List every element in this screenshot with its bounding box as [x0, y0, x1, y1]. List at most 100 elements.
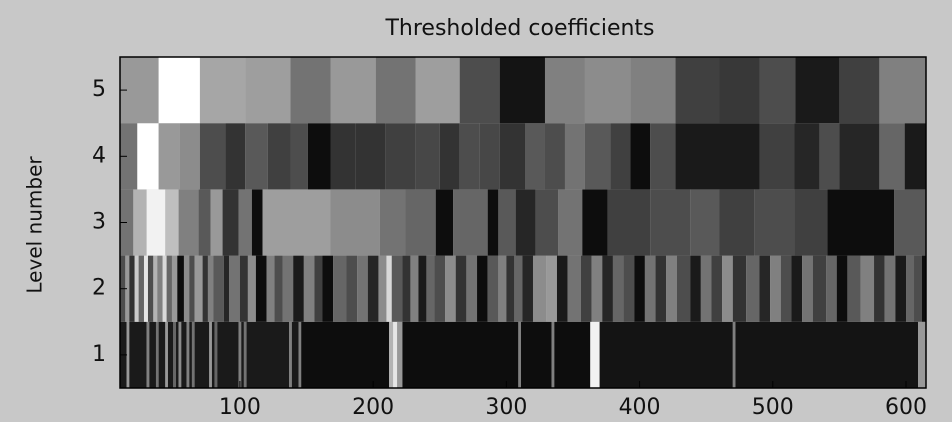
cell — [532, 255, 547, 322]
cell — [245, 123, 268, 190]
cell — [554, 321, 591, 388]
cell — [607, 189, 651, 256]
cell — [700, 255, 712, 322]
cell — [439, 123, 460, 190]
cell — [194, 255, 203, 322]
cell — [719, 123, 760, 190]
cell — [173, 321, 176, 388]
cell — [922, 255, 926, 322]
cell — [415, 57, 460, 124]
cell — [293, 255, 304, 322]
cell — [884, 255, 896, 322]
cell — [137, 123, 159, 190]
cell — [666, 255, 677, 322]
cell — [759, 123, 795, 190]
cell — [759, 57, 796, 124]
cell — [655, 255, 667, 322]
cell — [499, 57, 545, 124]
cell — [181, 321, 187, 388]
y-tick-label: 3 — [92, 210, 106, 235]
cell — [546, 255, 557, 322]
cell — [402, 321, 519, 388]
cell — [410, 255, 419, 322]
cell — [466, 255, 478, 322]
cell — [455, 255, 467, 322]
cell — [178, 189, 199, 256]
cell — [166, 255, 172, 322]
cell — [133, 189, 147, 256]
cell — [612, 255, 624, 322]
cell — [158, 123, 180, 190]
cell — [223, 255, 230, 322]
cell — [162, 255, 167, 322]
cell — [391, 255, 403, 322]
cell — [157, 255, 163, 322]
cell — [225, 123, 246, 190]
cell — [199, 123, 226, 190]
cell — [675, 123, 720, 190]
cell — [158, 57, 200, 124]
cell — [202, 255, 208, 322]
cell — [690, 189, 720, 256]
cell — [165, 189, 179, 256]
cell — [266, 255, 275, 322]
cell — [906, 255, 915, 322]
cell — [379, 189, 406, 256]
cell — [690, 255, 701, 322]
cell — [289, 321, 292, 388]
cell — [895, 255, 907, 322]
cell — [644, 255, 656, 322]
cell — [267, 123, 291, 190]
cell — [759, 255, 771, 322]
cell — [389, 321, 394, 388]
cell — [198, 189, 211, 256]
cell — [590, 321, 600, 388]
cell — [518, 321, 522, 388]
cell — [514, 255, 523, 322]
cell — [819, 123, 840, 190]
cell — [453, 189, 488, 256]
cell — [918, 321, 926, 388]
cell — [386, 255, 392, 322]
cell — [183, 255, 190, 322]
cell — [827, 189, 895, 256]
cell — [385, 123, 416, 190]
cell — [580, 255, 592, 322]
cell — [393, 321, 398, 388]
x-tick-label: 400 — [619, 395, 661, 420]
cell — [847, 255, 861, 322]
x-tick-label: 600 — [885, 395, 927, 420]
cell — [874, 255, 885, 322]
cell — [243, 321, 247, 388]
cell — [567, 255, 581, 322]
cell — [171, 255, 178, 322]
cell — [405, 189, 436, 256]
cell — [675, 57, 720, 124]
cell — [147, 255, 154, 322]
cell — [129, 255, 135, 322]
cell — [138, 255, 144, 322]
cell — [459, 123, 480, 190]
cell — [191, 321, 195, 388]
cell — [904, 123, 926, 190]
x-tick-label: 200 — [352, 395, 394, 420]
y-tick-label: 4 — [92, 143, 106, 168]
cell — [239, 255, 248, 322]
cell — [322, 255, 334, 322]
cell — [199, 57, 246, 124]
cell — [839, 57, 880, 124]
cell — [780, 255, 792, 322]
cell — [290, 123, 308, 190]
cell — [217, 321, 239, 388]
cell — [732, 321, 736, 388]
cell — [303, 255, 315, 322]
cell — [209, 321, 212, 388]
cell — [591, 255, 603, 322]
cell — [298, 321, 302, 388]
cell — [487, 189, 499, 256]
cell — [247, 255, 256, 322]
cell — [245, 57, 291, 124]
cell — [459, 57, 500, 124]
cell — [214, 321, 218, 388]
y-tick-label: 5 — [92, 77, 106, 102]
